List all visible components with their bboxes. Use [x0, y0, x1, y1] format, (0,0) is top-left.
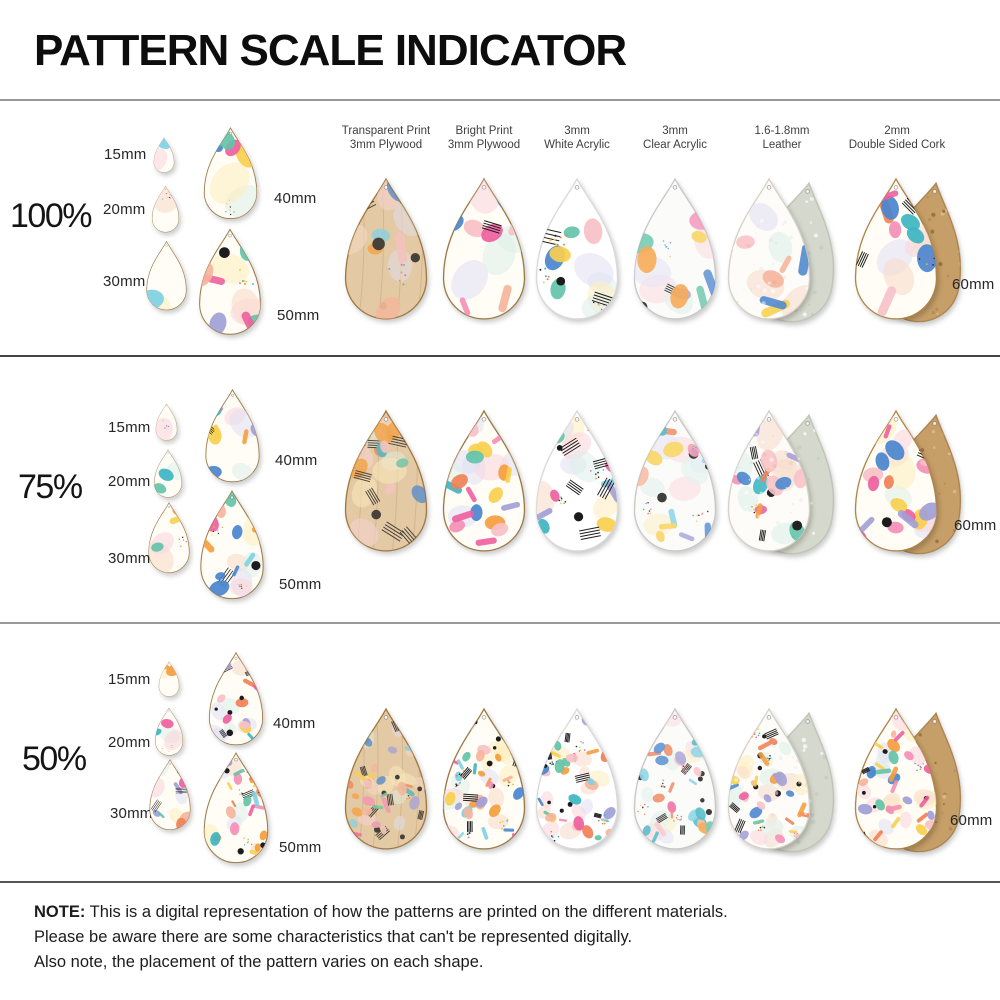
teardrop-sample-15mm-row-50% — [158, 661, 180, 697]
note-text-1: This is a digital representation of how … — [89, 903, 728, 921]
scale-row-label: 100% — [10, 197, 92, 235]
teardrop-sample-20mm-row-75% — [154, 449, 182, 498]
material-header-line1: 1.6-1.8mm — [754, 125, 810, 137]
teardrop-transparent-plywood-row-50% — [344, 707, 428, 850]
material-header-white-acrylic: 3mm White Acrylic — [502, 124, 652, 152]
teardrop-bright-plywood-row-100% — [442, 177, 526, 320]
size-label-20mm: 20mm — [108, 473, 151, 490]
size-label-30mm: 30mm — [103, 273, 146, 290]
teardrop-bright-plywood-row-75% — [442, 409, 526, 552]
material-header-line1: Transparent Print — [341, 125, 431, 137]
teardrop-transparent-plywood-row-75% — [344, 409, 428, 552]
teardrop-leather-row-100% — [727, 177, 811, 320]
teardrop-sample-40mm-row-50% — [208, 651, 264, 746]
size-label-50mm: 50mm — [279, 839, 322, 856]
material-header-leather: 1.6-1.8mm Leather — [707, 124, 857, 152]
teardrop-sample-50mm-row-100% — [199, 228, 261, 335]
note-line-1: NOTE: This is a digital representation o… — [34, 900, 728, 925]
teardrop-sample-40mm-row-75% — [205, 388, 260, 483]
teardrop-clear-acrylic-row-100% — [633, 177, 717, 320]
note-block: NOTE: This is a digital representation o… — [34, 900, 728, 975]
teardrop-transparent-plywood-row-100% — [344, 177, 428, 320]
divider-row1 — [0, 355, 1000, 357]
teardrop-sample-40mm-row-100% — [203, 127, 258, 220]
material-header-clear-acrylic: 3mm Clear Acrylic — [600, 124, 750, 152]
teardrop-bright-plywood-row-50% — [442, 707, 526, 850]
teardrop-leather-row-50% — [727, 707, 811, 850]
note-line-3: Also note, the placement of the pattern … — [34, 953, 484, 971]
teardrop-white-acrylic-row-50% — [535, 707, 619, 850]
teardrop-sample-15mm-row-100% — [153, 137, 175, 173]
teardrop-leather-row-75% — [727, 409, 811, 552]
note-line-2: Please be aware there are some character… — [34, 928, 633, 946]
material-header-line1: 3mm — [662, 125, 688, 137]
material-header-line2: Double Sided Cork — [848, 139, 946, 151]
size-label-30mm: 30mm — [108, 550, 151, 567]
material-header-line2: Clear Acrylic — [643, 139, 707, 151]
size-label-40mm: 40mm — [274, 190, 317, 207]
teardrop-cork-row-75% — [854, 409, 938, 552]
material-header-line1: 3mm — [564, 125, 590, 137]
divider-top — [0, 99, 1000, 101]
size-label-20mm: 20mm — [108, 734, 151, 751]
material-header-line2: 3mm Plywood — [349, 139, 423, 151]
scale-row-label: 75% — [18, 468, 83, 506]
material-header-line2: Leather — [762, 139, 802, 151]
teardrop-sample-50mm-row-50% — [203, 751, 269, 864]
size-label-15mm: 15mm — [108, 419, 151, 436]
scale-row-label: 50% — [22, 740, 87, 778]
divider-row3 — [0, 881, 1000, 883]
teardrop-cork-row-100% — [854, 177, 938, 320]
teardrop-clear-acrylic-row-50% — [633, 707, 717, 850]
main-size-label: 60mm — [952, 276, 995, 293]
teardrop-sample-20mm-row-50% — [155, 707, 183, 756]
size-label-20mm: 20mm — [103, 201, 146, 218]
teardrop-white-acrylic-row-75% — [535, 409, 619, 552]
size-label-15mm: 15mm — [108, 671, 151, 688]
teardrop-cork-row-50% — [854, 707, 938, 850]
size-label-50mm: 50mm — [279, 576, 322, 593]
teardrop-sample-30mm-row-100% — [146, 240, 187, 311]
main-size-label: 60mm — [950, 812, 993, 829]
material-header-line2: 3mm Plywood — [447, 139, 521, 151]
teardrop-clear-acrylic-row-75% — [633, 409, 717, 552]
material-header-bright-plywood: Bright Print 3mm Plywood — [409, 124, 559, 152]
material-header-line2: White Acrylic — [544, 139, 610, 151]
teardrop-sample-30mm-row-50% — [149, 759, 191, 830]
size-label-40mm: 40mm — [273, 715, 316, 732]
size-label-15mm: 15mm — [104, 146, 147, 163]
note-label: NOTE: — [34, 903, 86, 921]
teardrop-sample-20mm-row-100% — [151, 185, 180, 233]
material-header-line1: 2mm — [884, 125, 910, 137]
divider-row2 — [0, 622, 1000, 624]
teardrop-white-acrylic-row-100% — [535, 177, 619, 320]
material-header-cork: 2mm Double Sided Cork — [822, 124, 972, 152]
teardrop-sample-30mm-row-75% — [148, 502, 190, 573]
material-header-transparent-plywood: Transparent Print 3mm Plywood — [311, 124, 461, 152]
size-label-40mm: 40mm — [275, 452, 318, 469]
material-header-line1: Bright Print — [455, 125, 513, 137]
size-label-50mm: 50mm — [277, 307, 320, 324]
page-title: PATTERN SCALE INDICATOR — [34, 26, 627, 75]
teardrop-sample-50mm-row-75% — [200, 489, 264, 600]
main-size-label: 60mm — [954, 517, 997, 534]
teardrop-sample-15mm-row-75% — [155, 403, 178, 441]
size-label-30mm: 30mm — [110, 805, 153, 822]
